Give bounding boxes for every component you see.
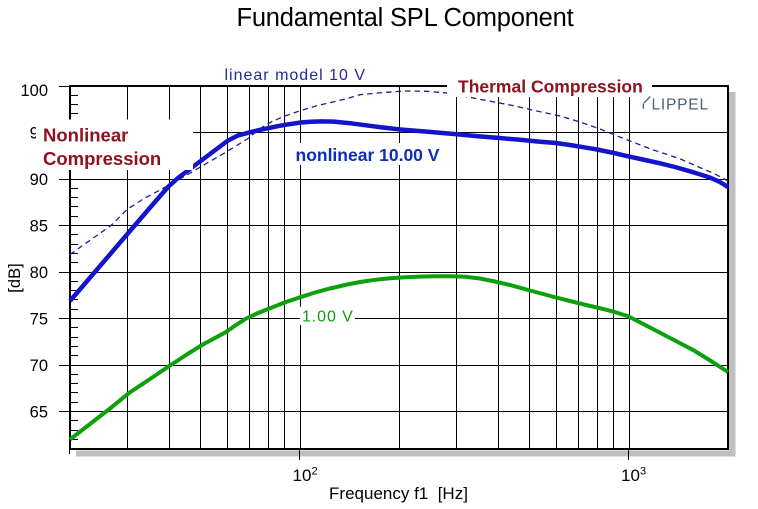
svg-text:Compression: Compression bbox=[43, 148, 161, 169]
svg-text:70: 70 bbox=[30, 357, 48, 375]
svg-text:75: 75 bbox=[30, 310, 48, 328]
svg-text:85: 85 bbox=[30, 217, 48, 235]
svg-text:linear model 10 V: linear model 10 V bbox=[225, 67, 367, 84]
svg-text:10: 10 bbox=[621, 466, 640, 485]
svg-text:Nonlinear: Nonlinear bbox=[43, 125, 128, 146]
svg-text:Thermal Compression: Thermal Compression bbox=[458, 76, 643, 96]
svg-text:3: 3 bbox=[640, 466, 646, 478]
svg-text:Frequency f1 [Hz]: Frequency f1 [Hz] bbox=[329, 484, 468, 503]
svg-text:100: 100 bbox=[20, 82, 48, 100]
svg-text:[dB]: [dB] bbox=[6, 263, 24, 292]
svg-text:Fundamental SPL Component: Fundamental SPL Component bbox=[236, 4, 573, 32]
svg-text:80: 80 bbox=[30, 264, 48, 282]
svg-text:nonlinear 10.00 V: nonlinear 10.00 V bbox=[296, 145, 440, 165]
svg-text:LIPPEL: LIPPEL bbox=[652, 97, 709, 114]
svg-text:65: 65 bbox=[30, 403, 48, 421]
svg-text:2: 2 bbox=[312, 466, 318, 478]
svg-text:90: 90 bbox=[30, 171, 48, 189]
svg-text:10: 10 bbox=[293, 466, 312, 485]
svg-text:1.00 V: 1.00 V bbox=[302, 309, 354, 326]
